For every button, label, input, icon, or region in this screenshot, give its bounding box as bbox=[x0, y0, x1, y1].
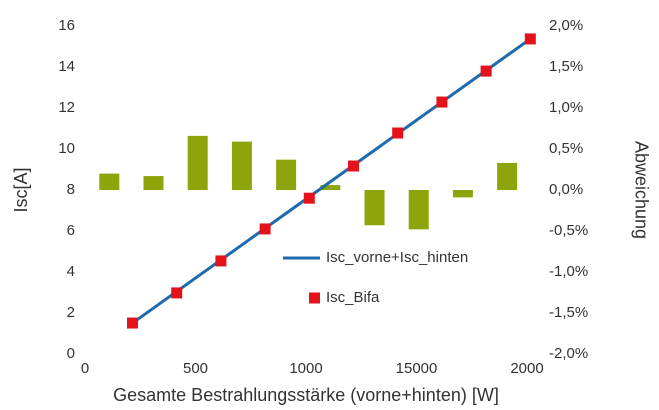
y2-tick-label: 0,5% bbox=[549, 140, 583, 157]
y-tick-label: 12 bbox=[58, 99, 75, 116]
marker bbox=[524, 33, 536, 45]
y2-tick-label: 1,0% bbox=[549, 99, 583, 116]
y-tick-label: 10 bbox=[58, 140, 75, 157]
y-tick-label: 2 bbox=[67, 304, 75, 321]
bar bbox=[364, 190, 385, 226]
y2-axis-label: Abweichung bbox=[631, 141, 651, 239]
marker bbox=[215, 255, 227, 267]
y2-tick-label: -2,0% bbox=[549, 345, 588, 362]
y-tick-label: 16 bbox=[58, 17, 75, 34]
bar bbox=[187, 135, 208, 190]
marker bbox=[436, 96, 448, 108]
bar bbox=[231, 141, 252, 190]
marker bbox=[303, 192, 315, 204]
x-tick-label: 2000 bbox=[510, 360, 543, 377]
y-tick-label: 14 bbox=[58, 58, 75, 75]
y-axis-label: Isc[A] bbox=[11, 167, 31, 212]
y2-tick-label: -1,0% bbox=[549, 263, 588, 280]
y2-tick-label: 0,0% bbox=[549, 181, 583, 198]
bar bbox=[143, 176, 164, 190]
y-tick-label: 4 bbox=[67, 263, 75, 280]
marker bbox=[127, 317, 139, 329]
legend-label: Isc_Bifa bbox=[326, 289, 380, 306]
marker bbox=[392, 127, 404, 139]
marker bbox=[480, 65, 492, 77]
marker bbox=[171, 287, 183, 299]
line bbox=[131, 37, 532, 325]
bar bbox=[276, 159, 297, 190]
bar bbox=[99, 173, 120, 190]
x-tick-label: 0 bbox=[81, 360, 89, 377]
x-tick-label: 1000 bbox=[289, 360, 322, 377]
y2-tick-label: 1,5% bbox=[549, 58, 583, 75]
bar bbox=[408, 190, 429, 230]
bar bbox=[320, 185, 341, 190]
bar bbox=[452, 190, 473, 198]
y2-tick-label: -1,5% bbox=[549, 304, 588, 321]
bar bbox=[497, 162, 518, 190]
y2-tick-label: 2,0% bbox=[549, 17, 583, 34]
legend-marker bbox=[309, 292, 320, 304]
marker bbox=[348, 160, 360, 172]
y-tick-label: 8 bbox=[67, 181, 75, 198]
y-tick-label: 6 bbox=[67, 222, 75, 239]
x-axis-label: Gesamte Bestrahlungsstärke (vorne+hinten… bbox=[113, 385, 499, 405]
y2-tick-label: -0,5% bbox=[549, 222, 588, 239]
x-tick-label: 500 bbox=[183, 360, 208, 377]
legend-label: Isc_vorne+Isc_hinten bbox=[326, 249, 468, 266]
marker bbox=[259, 223, 271, 235]
y-tick-label: 0 bbox=[67, 345, 75, 362]
x-tick-label: 15000 bbox=[396, 360, 438, 377]
